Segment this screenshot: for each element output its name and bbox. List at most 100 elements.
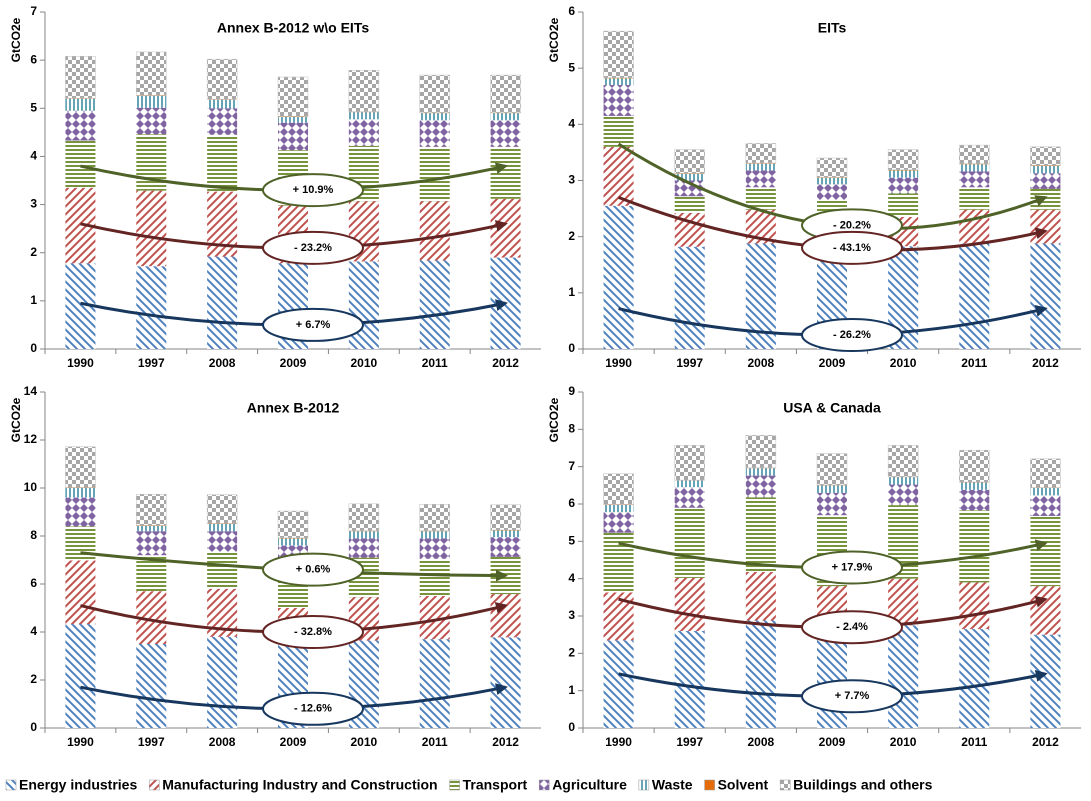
bar-segment xyxy=(817,454,847,485)
x-tick-label: 1997 xyxy=(138,356,165,370)
y-tick-label: 3 xyxy=(568,608,575,622)
bar-segment xyxy=(278,117,308,123)
bar-segment xyxy=(675,445,705,480)
bar-segment xyxy=(207,59,237,99)
bar-segment xyxy=(959,243,989,349)
bar-segment xyxy=(817,184,847,200)
legend-swatch xyxy=(450,780,460,790)
bar-segment xyxy=(746,435,776,467)
bar-segment xyxy=(817,178,847,185)
bar-segment xyxy=(1030,459,1060,488)
x-tick-label: 1990 xyxy=(67,735,94,749)
legend-label: Manufacturing Industry and Construction xyxy=(162,777,437,793)
bar-segment xyxy=(136,108,166,134)
bar-segment xyxy=(349,531,379,538)
bar-segment xyxy=(959,450,989,482)
bar-segment xyxy=(675,578,705,631)
bar-segment xyxy=(278,123,308,150)
bar-segment xyxy=(420,531,450,538)
bar-segment xyxy=(207,135,237,192)
x-tick-label: 2010 xyxy=(890,356,917,370)
bar-segment xyxy=(420,538,450,558)
bar-segment xyxy=(207,531,237,551)
bar-segment xyxy=(604,147,634,206)
bar-segment xyxy=(136,96,166,108)
bar-segment xyxy=(1030,173,1060,189)
bar-segment xyxy=(491,113,521,120)
bar-segment xyxy=(349,70,379,111)
bar-segment xyxy=(420,639,450,728)
bar-segment xyxy=(136,644,166,728)
bar-segment xyxy=(136,191,166,267)
bar-segment xyxy=(604,31,634,78)
annotation-label: + 7.7% xyxy=(835,690,870,702)
bar-segment xyxy=(604,85,634,116)
y-tick-label: 0 xyxy=(568,720,575,734)
bar-segment xyxy=(817,493,847,515)
bar-segment xyxy=(1030,516,1060,586)
bar-segment xyxy=(136,52,166,95)
y-tick-label: 6 xyxy=(568,4,575,18)
bar-segment xyxy=(888,150,918,170)
annotation-label: - 26.2% xyxy=(833,329,871,341)
bar-segment xyxy=(888,477,918,484)
bar-segment xyxy=(1030,147,1060,166)
bar-segment xyxy=(817,158,847,177)
y-tick-label: 3 xyxy=(568,173,575,187)
bar-segment xyxy=(888,485,918,506)
bar-segment xyxy=(349,504,379,531)
bar-segment xyxy=(959,490,989,511)
bar-segment xyxy=(1030,495,1060,516)
bar-segment xyxy=(65,488,95,498)
annotation-label: - 43.1% xyxy=(833,242,871,254)
legend-swatch xyxy=(705,780,715,790)
bar-segment xyxy=(65,560,95,624)
x-tick-label: 2008 xyxy=(209,735,236,749)
bar-segment xyxy=(420,75,450,113)
bar-segment xyxy=(349,261,379,349)
x-tick-label: 2009 xyxy=(280,735,307,749)
legend-label: Agriculture xyxy=(552,777,627,793)
bar-segment xyxy=(675,196,705,213)
annotation-label: + 17.9% xyxy=(832,561,873,573)
y-tick-label: 4 xyxy=(30,624,37,638)
x-tick-label: 1997 xyxy=(676,735,703,749)
bar-segment xyxy=(817,485,847,492)
legend-swatch xyxy=(780,780,790,790)
bar-segment xyxy=(420,559,450,596)
x-tick-label: 2012 xyxy=(492,356,519,370)
annotation-label: + 10.9% xyxy=(293,184,334,196)
bar-segment xyxy=(278,77,308,116)
bar-segment xyxy=(207,100,237,109)
x-tick-label: 2009 xyxy=(819,356,846,370)
bar-segment xyxy=(604,533,634,593)
chart-title: USA & Canada xyxy=(783,400,881,416)
y-tick-label: 9 xyxy=(568,384,575,398)
bar-segment xyxy=(278,538,308,545)
bar-segment xyxy=(136,526,166,531)
bar-segment xyxy=(959,629,989,728)
bar-segment xyxy=(959,510,989,582)
y-tick-label: 1 xyxy=(568,683,575,697)
y-axis-label: GtCO2e xyxy=(9,17,23,62)
bar-segment xyxy=(746,143,776,163)
bar-segment xyxy=(675,487,705,508)
bar-segment xyxy=(604,505,634,512)
bar-segment xyxy=(491,637,521,728)
bar-segment xyxy=(1030,210,1060,244)
bar-segment xyxy=(959,210,989,244)
y-tick-label: 12 xyxy=(24,432,38,446)
bar-segment xyxy=(420,113,450,120)
bar-segment xyxy=(207,552,237,589)
y-tick-label: 5 xyxy=(568,534,575,548)
bar-segment xyxy=(491,120,521,146)
x-tick-label: 2009 xyxy=(819,735,846,749)
legend-swatch xyxy=(639,780,649,790)
bar-segment xyxy=(136,494,166,525)
bar-segment xyxy=(675,247,705,349)
x-tick-label: 2010 xyxy=(351,735,378,749)
bar-segment xyxy=(959,582,989,629)
legend-label: Waste xyxy=(652,777,693,793)
x-tick-label: 1990 xyxy=(605,735,632,749)
